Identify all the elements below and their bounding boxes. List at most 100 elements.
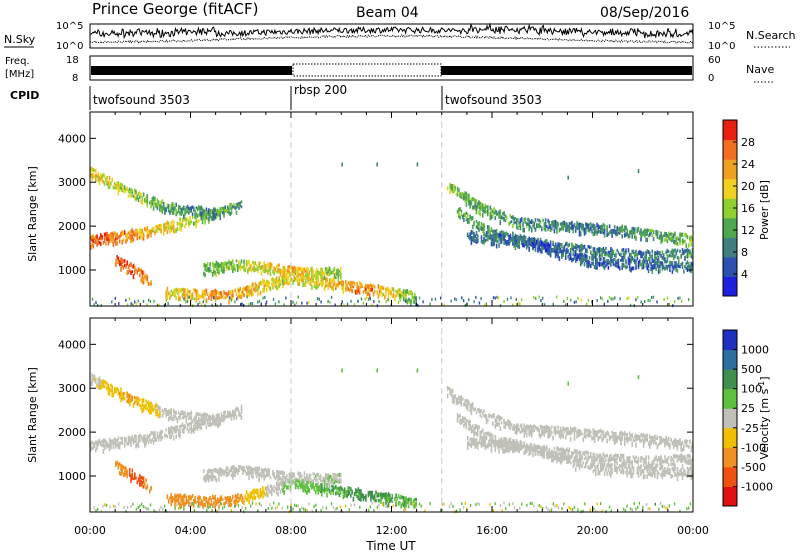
echo-cell [355, 488, 357, 494]
echo-cell [476, 234, 479, 239]
echo-cell [492, 434, 494, 439]
echo-cell [592, 225, 595, 231]
echo-cell [468, 420, 470, 425]
echo-cell [665, 232, 667, 236]
echo-cell [307, 479, 309, 485]
echo-cell [314, 479, 317, 483]
echo-cell [402, 502, 405, 508]
echo-cell [591, 261, 593, 265]
echo-cell [482, 212, 484, 218]
echo-cell [206, 267, 209, 272]
echo-cell [367, 297, 370, 301]
echo-cell [597, 262, 600, 266]
echo-cell [288, 270, 291, 273]
echo-cell [215, 260, 218, 266]
echo-cell [476, 428, 479, 433]
echo-cell [413, 300, 415, 304]
echo-cell [302, 274, 304, 279]
echo-cell [504, 233, 507, 238]
echo-cell [117, 464, 120, 468]
echo-cell [267, 472, 269, 477]
echo-cell [181, 293, 184, 297]
echo-cell [499, 238, 502, 242]
echo-cell [528, 425, 530, 430]
echo-cell [622, 248, 625, 252]
echo-cell [221, 265, 224, 270]
echo-cell [176, 288, 179, 292]
echo-cell [568, 224, 571, 229]
echo-cell [662, 460, 665, 464]
echo-cell [175, 208, 177, 213]
echo-cell [156, 198, 159, 203]
echo-cell [479, 201, 481, 207]
echo-cell [257, 266, 259, 271]
echo-cell [225, 262, 228, 267]
echo-cell [199, 423, 201, 427]
echo-cell [596, 430, 598, 434]
echo-cell [316, 486, 318, 491]
echo-cell [470, 229, 473, 235]
echo-cell [522, 429, 524, 433]
echo-cell [553, 429, 556, 434]
echo-cell [196, 292, 199, 297]
echo-cell [561, 447, 563, 451]
echo-cell [253, 287, 255, 291]
echo-cell [606, 225, 608, 230]
echo-cell [466, 197, 469, 203]
echo-cell [637, 226, 640, 232]
echo-cell [267, 284, 269, 288]
echo-cell [582, 228, 585, 232]
echo-cell [244, 287, 247, 291]
echo-cell [558, 457, 561, 461]
echo-cell [644, 255, 646, 259]
echo-cell [577, 245, 579, 248]
echo-cell [141, 483, 144, 488]
echo-cell [642, 263, 645, 268]
echo-cell [683, 444, 685, 449]
echo-cell [537, 445, 539, 449]
echo-cell [98, 241, 101, 245]
echo-cell [102, 173, 105, 177]
echo-cell [671, 235, 674, 239]
echo-cell [612, 297, 614, 301]
echo-cell [665, 458, 667, 464]
echo-cell [140, 232, 142, 238]
echo-cell [170, 221, 172, 226]
echo-cell [672, 454, 675, 459]
echo-cell [255, 474, 258, 479]
echo-cell [500, 437, 503, 441]
echo-cell [98, 381, 101, 386]
echo-cell [340, 485, 342, 489]
echo-cell [234, 499, 237, 504]
echo-cell [600, 434, 602, 438]
echo-cell [162, 410, 165, 415]
echo-cell [628, 252, 631, 258]
echo-cell [210, 502, 213, 506]
echo-cell [640, 455, 642, 460]
echo-cell [160, 200, 162, 205]
echo-cell [568, 242, 571, 247]
echo-cell [514, 238, 517, 244]
echo-cell [185, 218, 188, 222]
echo-cell [585, 455, 587, 459]
echo-cell [471, 230, 474, 235]
echo-cell [142, 484, 145, 489]
echo-cell [608, 260, 611, 265]
echo-cell [289, 475, 292, 481]
echo-cell [608, 455, 611, 459]
echo-cell [298, 476, 301, 481]
echo-cell [623, 441, 626, 446]
echo-cell [294, 272, 297, 276]
echo-cell [474, 441, 476, 445]
echo-cell [504, 444, 507, 449]
echo-cell [512, 446, 514, 451]
echo-cell [126, 186, 128, 192]
echo-cell [667, 442, 670, 448]
echo-cell [487, 431, 489, 436]
echo-cell [553, 220, 556, 225]
echo-cell [203, 209, 205, 212]
echo-cell [489, 235, 492, 240]
echo-cell [556, 229, 558, 234]
echo-cell [191, 205, 194, 209]
echo-cell [183, 494, 185, 500]
